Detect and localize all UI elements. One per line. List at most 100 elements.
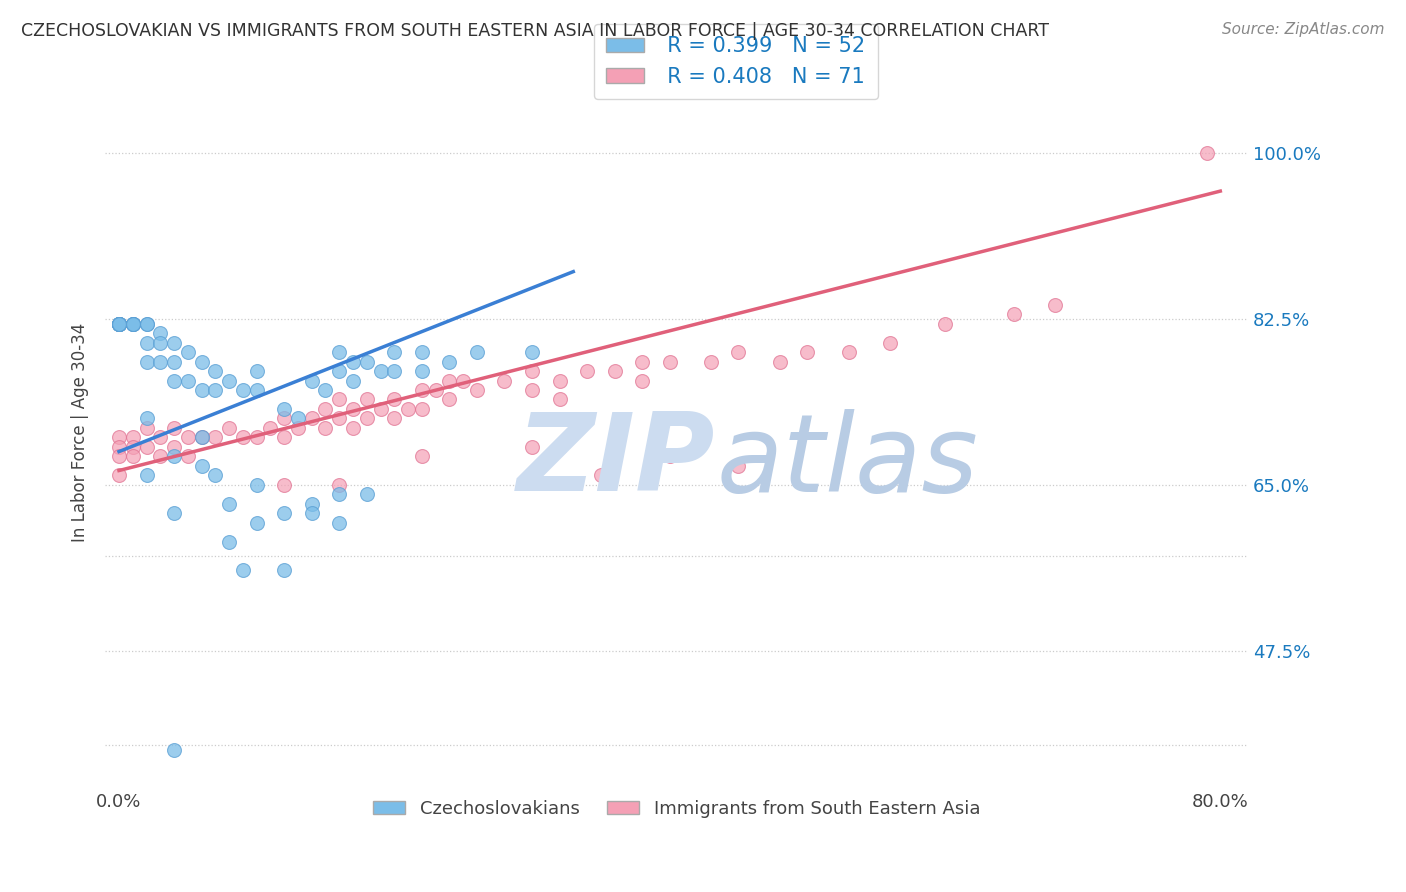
Point xyxy=(356,354,378,368)
Point xyxy=(108,317,131,331)
Point xyxy=(838,345,860,359)
Point xyxy=(396,401,419,416)
Point xyxy=(314,401,336,416)
Point xyxy=(108,430,131,444)
Point xyxy=(246,383,269,397)
Point xyxy=(108,468,131,483)
Point xyxy=(727,345,749,359)
Point xyxy=(190,430,212,444)
Point xyxy=(108,317,131,331)
Point xyxy=(149,326,172,341)
Point xyxy=(273,477,295,491)
Point xyxy=(135,468,157,483)
Point xyxy=(121,317,143,331)
Point xyxy=(273,401,295,416)
Point xyxy=(879,335,901,350)
Point xyxy=(108,317,131,331)
Point xyxy=(631,354,654,368)
Point xyxy=(204,364,226,378)
Point xyxy=(411,345,433,359)
Point xyxy=(218,497,240,511)
Point xyxy=(520,364,543,378)
Point xyxy=(218,374,240,388)
Point xyxy=(328,487,350,501)
Point xyxy=(108,317,131,331)
Point xyxy=(190,354,212,368)
Point xyxy=(259,421,281,435)
Point xyxy=(190,430,212,444)
Point xyxy=(328,516,350,530)
Point xyxy=(548,440,571,454)
Point xyxy=(328,477,350,491)
Point xyxy=(135,440,157,454)
Point xyxy=(382,411,405,425)
Point xyxy=(121,450,143,464)
Y-axis label: In Labor Force | Age 30-34: In Labor Force | Age 30-34 xyxy=(72,323,89,542)
Point xyxy=(328,392,350,407)
Point xyxy=(190,383,212,397)
Point xyxy=(121,317,143,331)
Point xyxy=(204,383,226,397)
Point xyxy=(163,743,186,757)
Text: atlas: atlas xyxy=(717,409,979,514)
Point xyxy=(328,364,350,378)
Point xyxy=(727,458,749,473)
Point xyxy=(177,430,200,444)
Point xyxy=(439,374,461,388)
Point xyxy=(108,317,131,331)
Point xyxy=(149,450,172,464)
Point xyxy=(273,411,295,425)
Point xyxy=(108,317,131,331)
Point xyxy=(163,354,186,368)
Point xyxy=(149,430,172,444)
Point xyxy=(548,374,571,388)
Point xyxy=(163,440,186,454)
Point xyxy=(232,563,254,577)
Point xyxy=(439,354,461,368)
Text: CZECHOSLOVAKIAN VS IMMIGRANTS FROM SOUTH EASTERN ASIA IN LABOR FORCE | AGE 30-34: CZECHOSLOVAKIAN VS IMMIGRANTS FROM SOUTH… xyxy=(21,22,1049,40)
Point xyxy=(520,383,543,397)
Point xyxy=(177,374,200,388)
Point xyxy=(451,374,474,388)
Point xyxy=(1195,146,1218,161)
Point xyxy=(163,374,186,388)
Point xyxy=(314,383,336,397)
Point xyxy=(121,430,143,444)
Point xyxy=(108,317,131,331)
Point xyxy=(204,468,226,483)
Point xyxy=(356,392,378,407)
Point xyxy=(135,354,157,368)
Point xyxy=(328,411,350,425)
Point xyxy=(658,450,681,464)
Point xyxy=(314,421,336,435)
Point xyxy=(232,430,254,444)
Point xyxy=(121,317,143,331)
Point xyxy=(246,430,269,444)
Point xyxy=(356,411,378,425)
Point xyxy=(631,374,654,388)
Point xyxy=(273,430,295,444)
Point xyxy=(121,317,143,331)
Text: ZIP: ZIP xyxy=(516,408,714,514)
Point xyxy=(163,506,186,520)
Point xyxy=(246,364,269,378)
Point xyxy=(411,401,433,416)
Point xyxy=(589,468,612,483)
Point xyxy=(246,477,269,491)
Point xyxy=(301,497,323,511)
Point xyxy=(273,563,295,577)
Point xyxy=(108,440,131,454)
Point xyxy=(465,345,488,359)
Point xyxy=(149,354,172,368)
Point xyxy=(287,411,309,425)
Point xyxy=(301,411,323,425)
Point xyxy=(177,450,200,464)
Point xyxy=(1043,298,1066,312)
Point xyxy=(108,317,131,331)
Point xyxy=(411,383,433,397)
Point xyxy=(135,421,157,435)
Point xyxy=(342,354,364,368)
Point xyxy=(411,364,433,378)
Point xyxy=(370,364,392,378)
Point xyxy=(1002,307,1025,321)
